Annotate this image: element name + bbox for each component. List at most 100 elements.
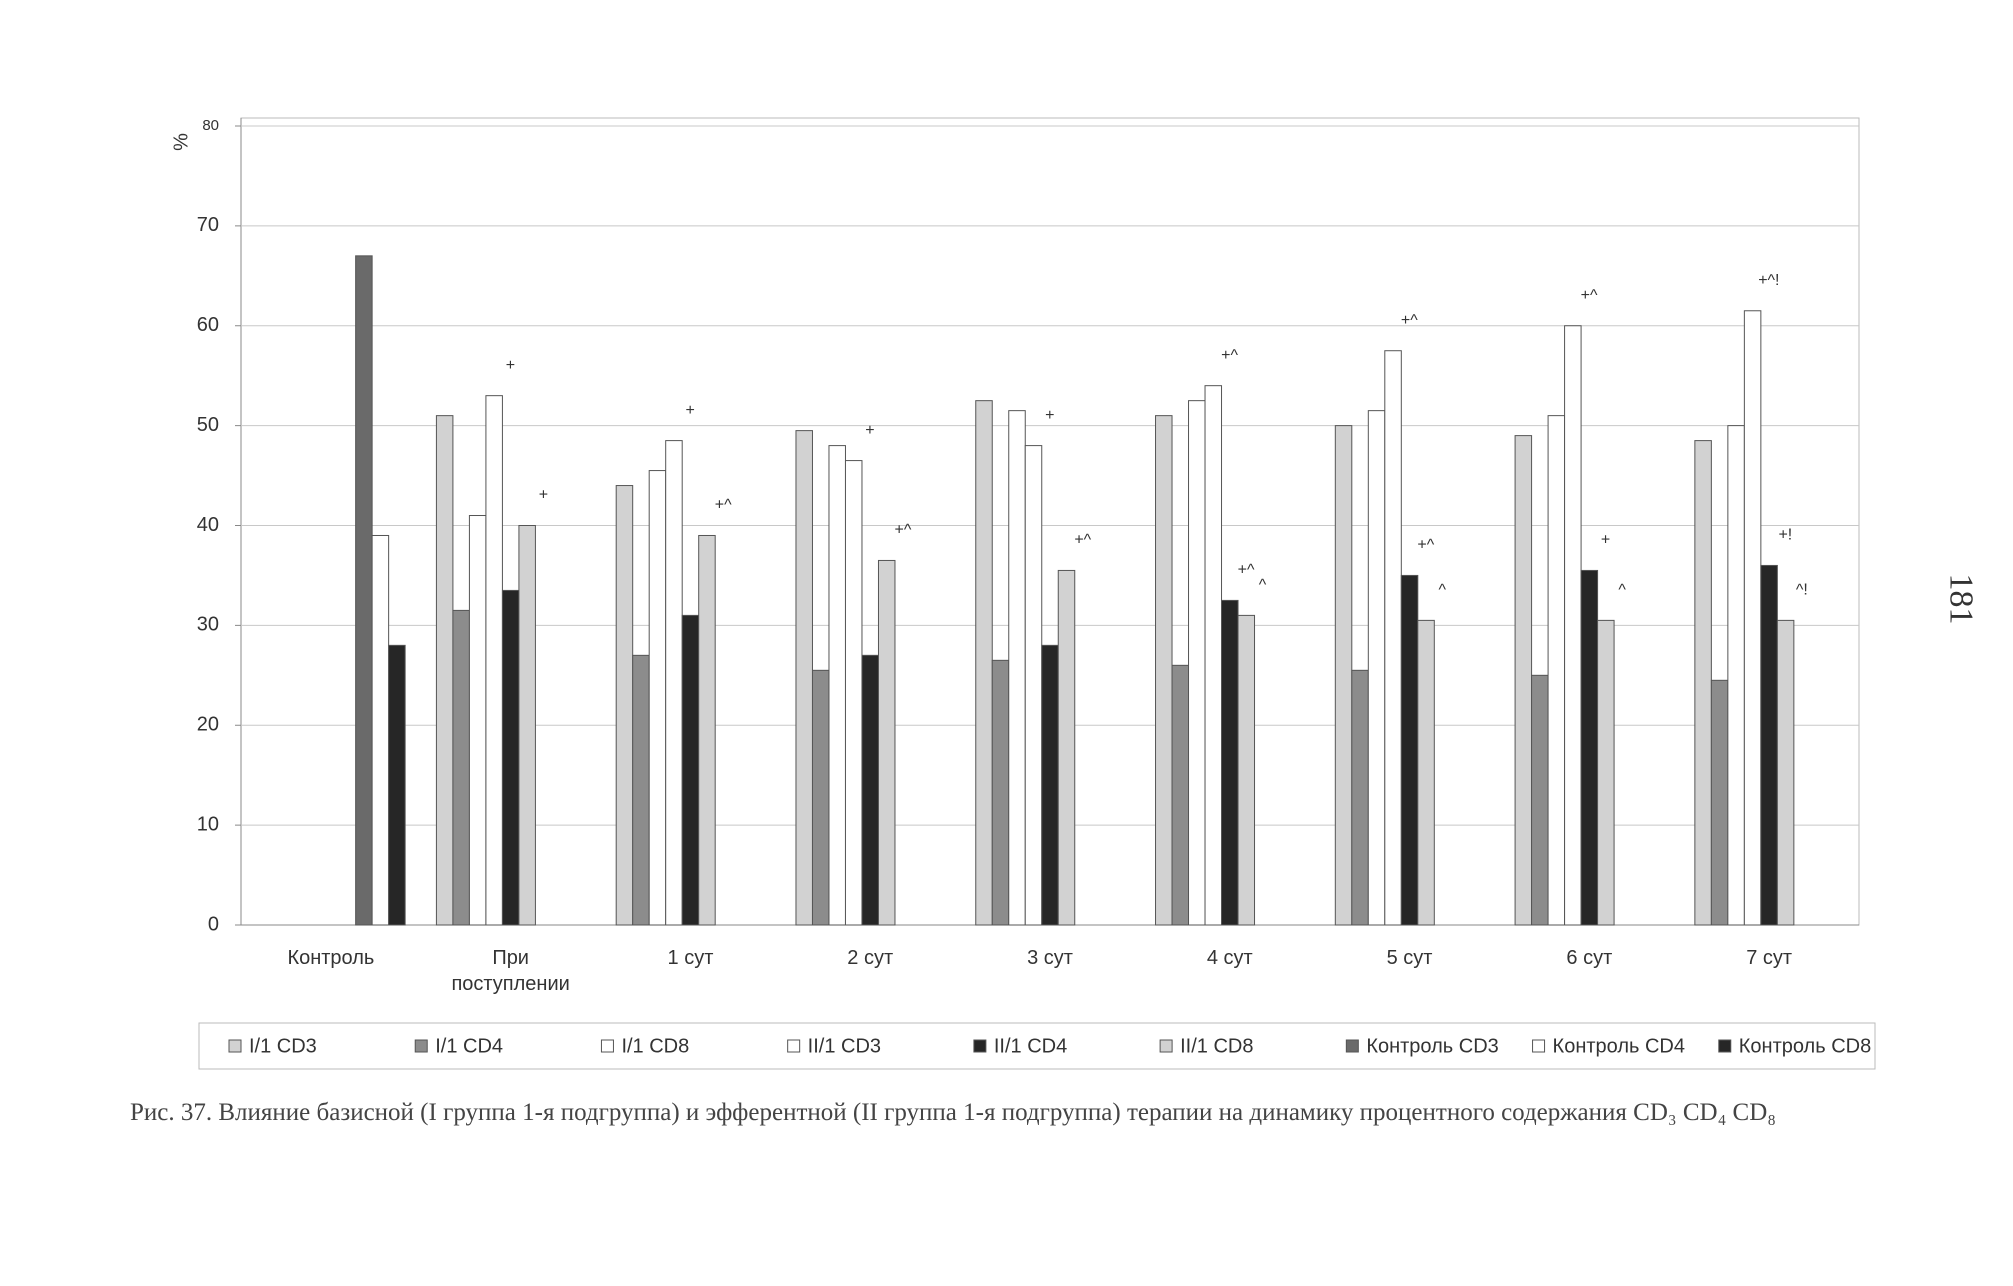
bar [1727,425,1745,926]
y-tick-label: 30 [197,614,219,636]
bar [1188,400,1206,926]
bar [485,395,503,926]
bar [1334,425,1353,926]
bar [1204,385,1223,926]
bar [991,659,1010,926]
bar [1155,415,1173,926]
legend-label: Контроль CD8 [1739,1035,1871,1057]
annotation: + [686,402,695,419]
legend-swatch [414,1039,428,1053]
annotation: +^ [1401,312,1418,329]
bar [1221,599,1239,926]
bar [828,445,846,926]
legend-swatch [1718,1039,1732,1053]
y-tick-label: 40 [197,514,219,536]
bar [1008,410,1026,926]
annotation: + [506,357,515,374]
bar [681,614,700,926]
bar [1531,674,1549,926]
bar [1694,440,1712,926]
bar [1057,569,1076,926]
y-tick-label: 70 [197,214,219,236]
legend-swatch [787,1039,801,1053]
legend-swatch [1159,1039,1173,1053]
bar [975,400,993,926]
legend-label: I/1 CD4 [435,1035,503,1057]
bar [632,654,650,926]
bar [1041,644,1059,926]
bar [1776,619,1795,926]
bar [1710,679,1729,926]
bar [1024,445,1043,926]
bar [795,430,813,926]
annotation: +^ [1581,287,1598,304]
legend-label: I/1 CD8 [621,1035,689,1057]
annotation: + [1601,532,1610,549]
bar [648,470,667,926]
bar [1597,619,1615,926]
legend-swatch [600,1039,614,1053]
legend-box [198,1022,1876,1070]
bar [1384,350,1402,926]
x-tick-label: При поступлении [451,947,570,995]
annotation: ^ [1618,582,1626,599]
annotation: + [865,422,874,439]
x-tick-label: 4 сут [1206,947,1253,969]
bar [371,534,390,926]
y-tick-label: 50 [197,414,219,436]
bar [435,415,454,926]
x-tick-label: 6 сут [1566,947,1613,969]
annotation: +! [1778,527,1792,544]
bar [877,559,896,926]
caption: Рис. 37. Влияние базисной (I группа 1-я … [130,1099,1776,1126]
annotation: +^! [1758,272,1779,289]
annotation: +^ [1417,537,1434,554]
y-tick-label: 20 [197,714,219,736]
bar [452,609,470,926]
annotation: +^ [895,522,912,539]
legend-swatch [1345,1039,1359,1053]
bar [1351,669,1369,926]
legend-swatch [1532,1039,1546,1053]
bar [1400,574,1419,926]
bar [1564,325,1582,926]
y-tick-label: 0 [208,913,219,935]
x-tick-label: 3 сут [1027,947,1073,969]
bar [844,460,863,926]
legend-label: Контроль CD3 [1366,1035,1498,1057]
legend-label: II/1 CD3 [808,1035,881,1057]
legend-swatch [228,1039,242,1053]
bar [1547,415,1566,926]
bar [1514,435,1533,926]
bar [1417,619,1435,926]
x-tick-label: 5 сут [1386,947,1433,969]
legend-label: Контроль CD4 [1553,1035,1685,1057]
x-tick-label: Контроль [287,947,375,969]
annotation: ^ [1439,582,1447,599]
bar [388,644,406,926]
bar [811,669,830,926]
annotation: + [1045,407,1054,424]
bar [1743,310,1762,926]
annotation: +^ [715,497,732,514]
annotation: +^ [1074,532,1091,549]
x-tick-label: 7 сут [1746,947,1793,969]
annotation: ^ [1259,577,1267,594]
bar [665,440,683,926]
x-tick-label: 2 сут [847,947,894,969]
annotation: + [539,487,548,504]
legend-label: II/1 CD4 [994,1035,1067,1057]
annotation: +^ [1238,562,1255,579]
bar [1580,569,1599,926]
annotation: +^ [1221,347,1238,364]
bar [698,534,716,926]
legend-swatch [973,1039,987,1053]
page-number: 181 [1942,573,1980,625]
bar [1367,410,1386,926]
bar [615,485,634,926]
bar [468,515,487,926]
y-tick-label: 10 [197,813,219,835]
x-tick-label: 1 сут [667,947,714,969]
bar [518,525,536,926]
